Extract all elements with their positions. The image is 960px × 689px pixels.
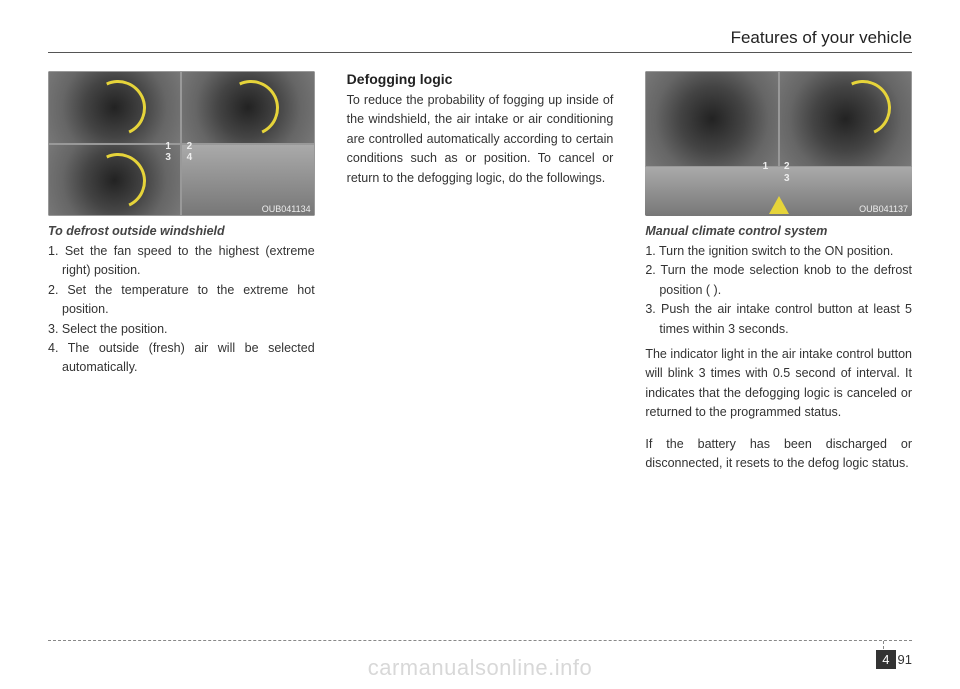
column-left: 1 2 3 4 OUB041134 To defrost outside win… — [48, 71, 315, 486]
section-title: Features of your vehicle — [48, 28, 912, 48]
mode-knob-panel — [779, 71, 912, 167]
defogging-heading: Defogging logic — [347, 71, 614, 87]
manual-page: Features of your vehicle 1 2 3 4 OUB0411… — [0, 0, 960, 689]
header-rule: Features of your vehicle — [48, 28, 912, 53]
page-number: 491 — [876, 652, 912, 667]
battery-paragraph: If the battery has been discharged or di… — [645, 435, 912, 474]
indicator-paragraph: The indicator light in the air intake co… — [645, 345, 912, 423]
defrost-steps: 1. Set the fan speed to the highest (ext… — [48, 242, 315, 378]
callout-1: 1 — [165, 141, 171, 152]
ignition-panel — [645, 71, 778, 167]
chapter-number: 4 — [876, 650, 895, 669]
mode-dial — [48, 144, 181, 217]
list-item: 4. The outside (fresh) air will be selec… — [48, 339, 315, 378]
list-item: 1. Turn the ignition switch to the ON po… — [645, 242, 912, 261]
manual-climate-steps: 1. Turn the ignition switch to the ON po… — [645, 242, 912, 339]
figure-caption: Manual climate control system — [645, 224, 912, 238]
list-item: 3. Push the air intake control button at… — [645, 300, 912, 339]
page-num: 91 — [898, 652, 912, 667]
list-item: 2. Turn the mode selection knob to the d… — [645, 261, 912, 300]
arrow-up-icon — [769, 196, 789, 214]
footer-dashed-rule — [48, 640, 912, 641]
fan-speed-dial — [48, 71, 181, 144]
temperature-dial — [181, 71, 314, 144]
watermark-text: carmanualsonline.info — [0, 655, 960, 681]
figure-code: OUB041134 — [262, 204, 311, 214]
callout-1: 1 — [763, 161, 769, 172]
list-item: 3. Select the position. — [48, 320, 315, 339]
callout-2: 2 — [784, 161, 790, 172]
column-right: 1 2 3 OUB041137 Manual climate control s… — [645, 71, 912, 486]
column-center: Defogging logic To reduce the probabilit… — [347, 71, 614, 486]
callout-3: 3 — [165, 152, 171, 163]
list-item: 2. Set the temperature to the extreme ho… — [48, 281, 315, 320]
callout-3: 3 — [784, 173, 790, 184]
figure-manual-climate: 1 2 3 OUB041137 — [645, 71, 912, 216]
callout-2: 2 — [187, 141, 193, 152]
list-item: 1. Set the fan speed to the highest (ext… — [48, 242, 315, 281]
callout-4: 4 — [187, 152, 193, 163]
three-column-layout: 1 2 3 4 OUB041134 To defrost outside win… — [48, 71, 912, 486]
figure-caption: To defrost outside windshield — [48, 224, 315, 238]
defogging-paragraph: To reduce the probability of fogging up … — [347, 91, 614, 188]
figure-defrost-dials: 1 2 3 4 OUB041134 — [48, 71, 315, 216]
figure-code: OUB041137 — [859, 204, 908, 214]
